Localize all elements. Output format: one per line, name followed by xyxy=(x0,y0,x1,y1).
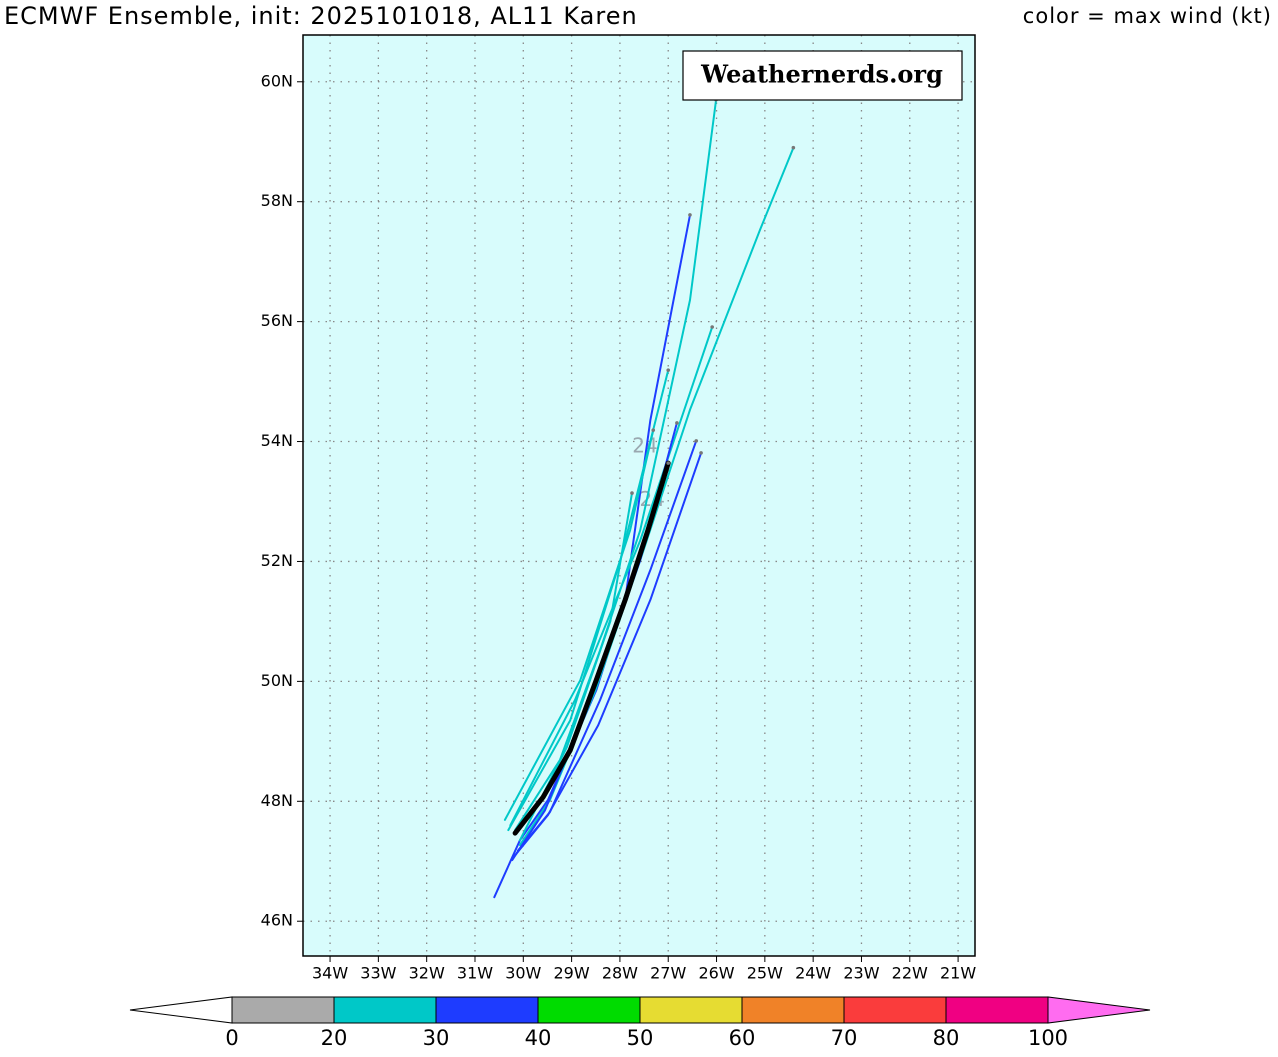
track-end xyxy=(630,491,634,495)
y-tick-label: 52N xyxy=(261,551,293,570)
track-end xyxy=(699,451,703,455)
x-tick-label: 30W xyxy=(505,964,541,983)
colorbar-under xyxy=(129,996,233,1024)
colorbar-label: 60 xyxy=(729,1026,756,1050)
x-tick-label: 34W xyxy=(312,964,348,983)
map-frame xyxy=(302,34,976,957)
y-tick-label: 54N xyxy=(261,431,293,450)
x-tick-label: 33W xyxy=(360,964,396,983)
track-end xyxy=(666,461,671,465)
y-tick-label: 58N xyxy=(261,191,293,210)
x-tick-label: 25W xyxy=(747,964,783,983)
y-tick-label: 56N xyxy=(261,311,293,330)
colorbar-label: 70 xyxy=(831,1026,858,1050)
colorbar-box xyxy=(231,996,335,1024)
colorbar-label: 0 xyxy=(225,1026,238,1050)
colorbar-box xyxy=(843,996,947,1024)
colorbar-label: 80 xyxy=(933,1026,960,1050)
x-tick-label: 27W xyxy=(650,964,686,983)
track-end xyxy=(791,145,796,150)
colorbar-label: 30 xyxy=(423,1026,450,1050)
colorbar-label: 40 xyxy=(525,1026,552,1050)
watermark: Weathernerds.org xyxy=(700,60,943,89)
track-end xyxy=(688,213,692,217)
colorbar-box xyxy=(537,996,641,1024)
x-tick-label: 26W xyxy=(698,964,734,983)
track-end xyxy=(710,325,714,329)
track xyxy=(509,326,714,827)
colorbar-box xyxy=(435,996,539,1024)
chart-title: ECMWF Ensemble, init: 2025101018, AL11 K… xyxy=(4,2,638,30)
x-tick-label: 22W xyxy=(892,964,928,983)
colorbar-box xyxy=(741,996,845,1024)
track xyxy=(503,429,655,821)
y-tick-label: 48N xyxy=(261,791,293,810)
x-tick-label: 24W xyxy=(795,964,831,983)
x-tick-label: 32W xyxy=(409,964,445,983)
y-tick-label: 46N xyxy=(261,911,293,930)
track xyxy=(517,439,698,852)
track-end xyxy=(651,428,656,432)
watermark-box xyxy=(682,50,963,101)
colorbar-box xyxy=(945,996,1049,1024)
x-tick-label: 29W xyxy=(554,964,590,983)
colorbar-box xyxy=(639,996,743,1024)
track-end xyxy=(675,421,679,425)
x-tick-label: 21W xyxy=(940,964,976,983)
track-end xyxy=(666,368,671,372)
colorbar-label: 100 xyxy=(1028,1026,1068,1050)
x-tick-label: 31W xyxy=(457,964,493,983)
track-end xyxy=(694,439,699,443)
colorbar-label: 50 xyxy=(627,1026,654,1050)
colorbar-label: 20 xyxy=(321,1026,348,1050)
x-tick-label: 28W xyxy=(602,964,638,983)
colorbar-over xyxy=(1047,996,1151,1024)
chart-subtitle: color = max wind (kt) xyxy=(1023,4,1272,28)
x-tick-label: 23W xyxy=(843,964,879,983)
y-tick-label: 50N xyxy=(261,671,293,690)
y-tick-label: 60N xyxy=(261,71,293,90)
track xyxy=(512,460,671,836)
colorbar-box xyxy=(333,996,437,1024)
